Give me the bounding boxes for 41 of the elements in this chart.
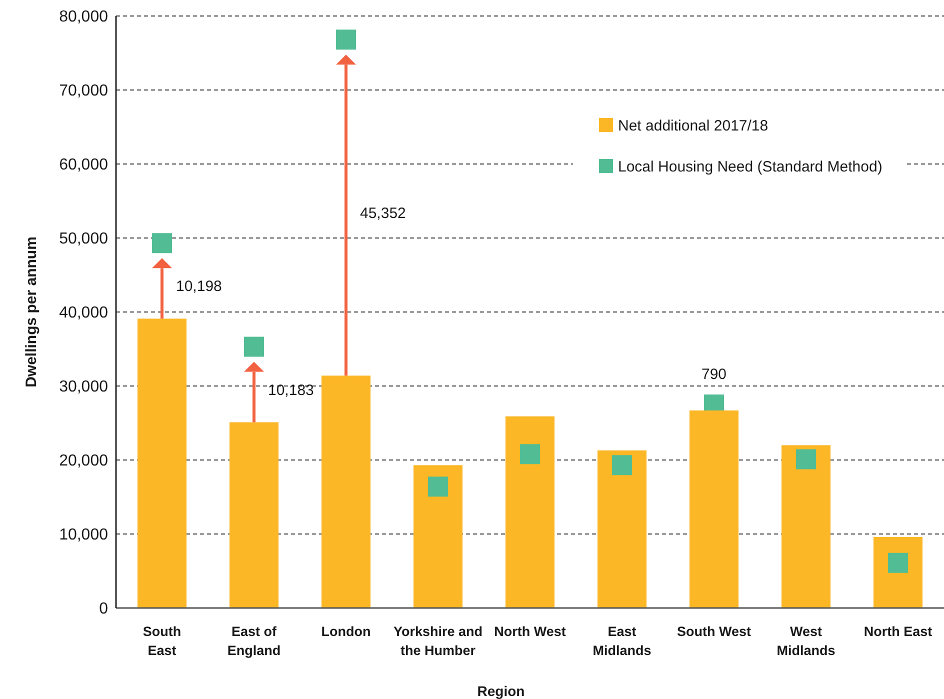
y-tick-label: 50,000 xyxy=(59,230,108,248)
point xyxy=(796,449,816,470)
y-tick-label: 30,000 xyxy=(59,378,108,396)
x-tick-label: East of England xyxy=(227,624,281,658)
y-tick-label: 10,000 xyxy=(59,526,108,544)
y-tick-label: 40,000 xyxy=(59,304,108,322)
x-tick-label: Yorkshire and the Humber xyxy=(393,624,483,658)
y-tick-label: 70,000 xyxy=(59,82,108,100)
bar xyxy=(597,450,647,608)
annotation: 45,352 xyxy=(360,204,406,222)
point xyxy=(612,455,632,476)
annotation: 10,183 xyxy=(268,382,314,399)
y-tick-label: 0 xyxy=(99,600,108,618)
x-tick-label: South West xyxy=(677,624,752,639)
x-tick-label: West Midlands xyxy=(776,624,836,658)
x-axis-title: Region xyxy=(477,683,525,699)
legend-label: Local Housing Need (Standard Method) xyxy=(618,158,882,176)
bar xyxy=(505,416,555,608)
y-axis-title: Dwellings per annum xyxy=(23,236,40,388)
x-tick-label: North East xyxy=(864,624,933,639)
bar xyxy=(321,376,371,608)
y-tick-label: 20,000 xyxy=(59,452,108,470)
x-tick-label: London xyxy=(321,624,371,639)
point xyxy=(244,336,264,357)
point xyxy=(520,444,540,464)
bar xyxy=(689,410,739,608)
point xyxy=(336,30,356,50)
y-tick-label: 80,000 xyxy=(59,8,108,26)
x-tick-label: North West xyxy=(494,624,566,639)
x-tick-label: East Midlands xyxy=(592,624,652,658)
annotation: 10,198 xyxy=(176,278,222,296)
point xyxy=(152,233,172,254)
x-tick-label: South East xyxy=(142,624,182,658)
annotation: 790 xyxy=(701,366,727,383)
bar xyxy=(229,422,279,608)
bar xyxy=(413,465,463,608)
y-tick-label: 60,000 xyxy=(59,156,108,174)
bar xyxy=(137,318,187,608)
point xyxy=(428,476,448,497)
legend-label: Net additional 2017/18 xyxy=(618,117,768,134)
bar xyxy=(781,445,831,608)
